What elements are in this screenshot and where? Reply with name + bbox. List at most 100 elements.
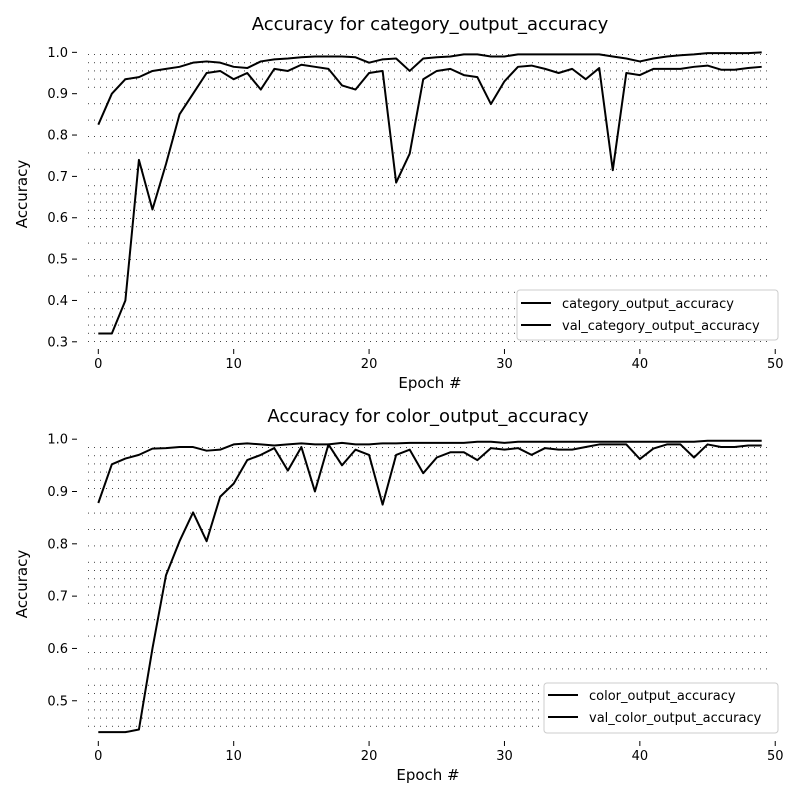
texture-dot [436, 578, 437, 580]
texture-dot [646, 119, 647, 121]
texture-dot [712, 103, 713, 105]
texture-dot [142, 635, 143, 637]
texture-dot [544, 168, 545, 170]
texture-dot [106, 561, 107, 563]
texture-dot [478, 545, 479, 547]
texture-dot [166, 619, 167, 621]
texture-dot [550, 455, 551, 457]
texture-dot [376, 447, 377, 448]
texture-dot [376, 168, 377, 170]
texture-dot [94, 168, 95, 170]
texture-dot [208, 226, 209, 228]
texture-dot [406, 218, 407, 219]
texture-dot [358, 201, 359, 203]
texture-dot [334, 152, 335, 154]
texture-dot [328, 103, 329, 105]
texture-dot [118, 594, 119, 596]
texture-dot [172, 545, 173, 547]
texture-dot [700, 119, 701, 121]
texture-dot [574, 193, 575, 195]
texture-dot [112, 586, 113, 588]
texture-dot [346, 259, 347, 260]
texture-dot [718, 602, 719, 604]
texture-dot [664, 496, 665, 498]
texture-dot [148, 570, 149, 571]
texture-dot [310, 86, 311, 88]
texture-dot [220, 54, 221, 55]
texture-dot [700, 185, 701, 187]
texture-dot [202, 185, 203, 187]
texture-dot [718, 209, 719, 211]
plot-area-dot-texture [88, 447, 767, 727]
texture-dot [94, 512, 95, 514]
texture-dot [448, 168, 449, 170]
texture-dot [424, 193, 425, 195]
texture-dot [622, 447, 623, 448]
texture-dot [622, 78, 623, 80]
texture-dot [472, 479, 473, 481]
texture-dot [352, 201, 353, 203]
texture-dot [646, 578, 647, 580]
texture-dot [214, 488, 215, 489]
texture-dot [574, 152, 575, 154]
texture-dot [640, 193, 641, 195]
texture-dot [574, 463, 575, 465]
texture-dot [292, 561, 293, 563]
texture-dot [580, 119, 581, 121]
texture-dot [376, 54, 377, 55]
texture-dot [520, 496, 521, 498]
texture-dot [682, 242, 683, 244]
texture-dot [502, 455, 503, 457]
texture-dot [340, 529, 341, 530]
texture-dot [232, 209, 233, 211]
texture-dot [502, 152, 503, 154]
texture-dot [460, 62, 461, 64]
texture-dot [166, 242, 167, 244]
texture-dot [466, 619, 467, 621]
texture-dot [184, 218, 185, 219]
texture-dot [244, 275, 245, 277]
texture-dot [418, 209, 419, 211]
texture-dot [658, 62, 659, 64]
texture-dot [688, 619, 689, 621]
texture-dot [142, 463, 143, 465]
texture-dot [136, 226, 137, 228]
texture-dot [328, 463, 329, 465]
texture-dot [208, 479, 209, 481]
texture-dot [394, 602, 395, 604]
texture-dot [286, 455, 287, 457]
texture-dot [712, 586, 713, 588]
texture-dot [574, 177, 575, 178]
texture-dot [196, 488, 197, 489]
texture-dot [580, 226, 581, 228]
texture-dot [268, 86, 269, 88]
texture-dot [244, 308, 245, 310]
texture-dot [148, 62, 149, 64]
texture-dot [310, 291, 311, 293]
texture-dot [394, 218, 395, 219]
texture-dot [616, 594, 617, 596]
texture-dot [388, 586, 389, 588]
texture-dot [604, 570, 605, 571]
texture-dot [466, 177, 467, 178]
texture-dot [190, 635, 191, 637]
texture-dot [514, 86, 515, 88]
texture-dot [358, 635, 359, 637]
texture-dot [352, 185, 353, 187]
texture-dot [286, 619, 287, 621]
texture-dot [496, 226, 497, 228]
texture-dot [544, 185, 545, 187]
texture-dot [106, 316, 107, 318]
texture-dot [166, 291, 167, 293]
texture-dot [664, 594, 665, 596]
texture-dot [418, 594, 419, 596]
texture-dot [208, 324, 209, 326]
texture-dot [124, 62, 125, 64]
texture-dot [538, 242, 539, 244]
texture-dot [454, 86, 455, 88]
texture-dot [388, 259, 389, 260]
texture-dot [532, 70, 533, 72]
texture-dot [130, 152, 131, 154]
texture-dot [184, 341, 185, 342]
texture-dot [190, 594, 191, 596]
